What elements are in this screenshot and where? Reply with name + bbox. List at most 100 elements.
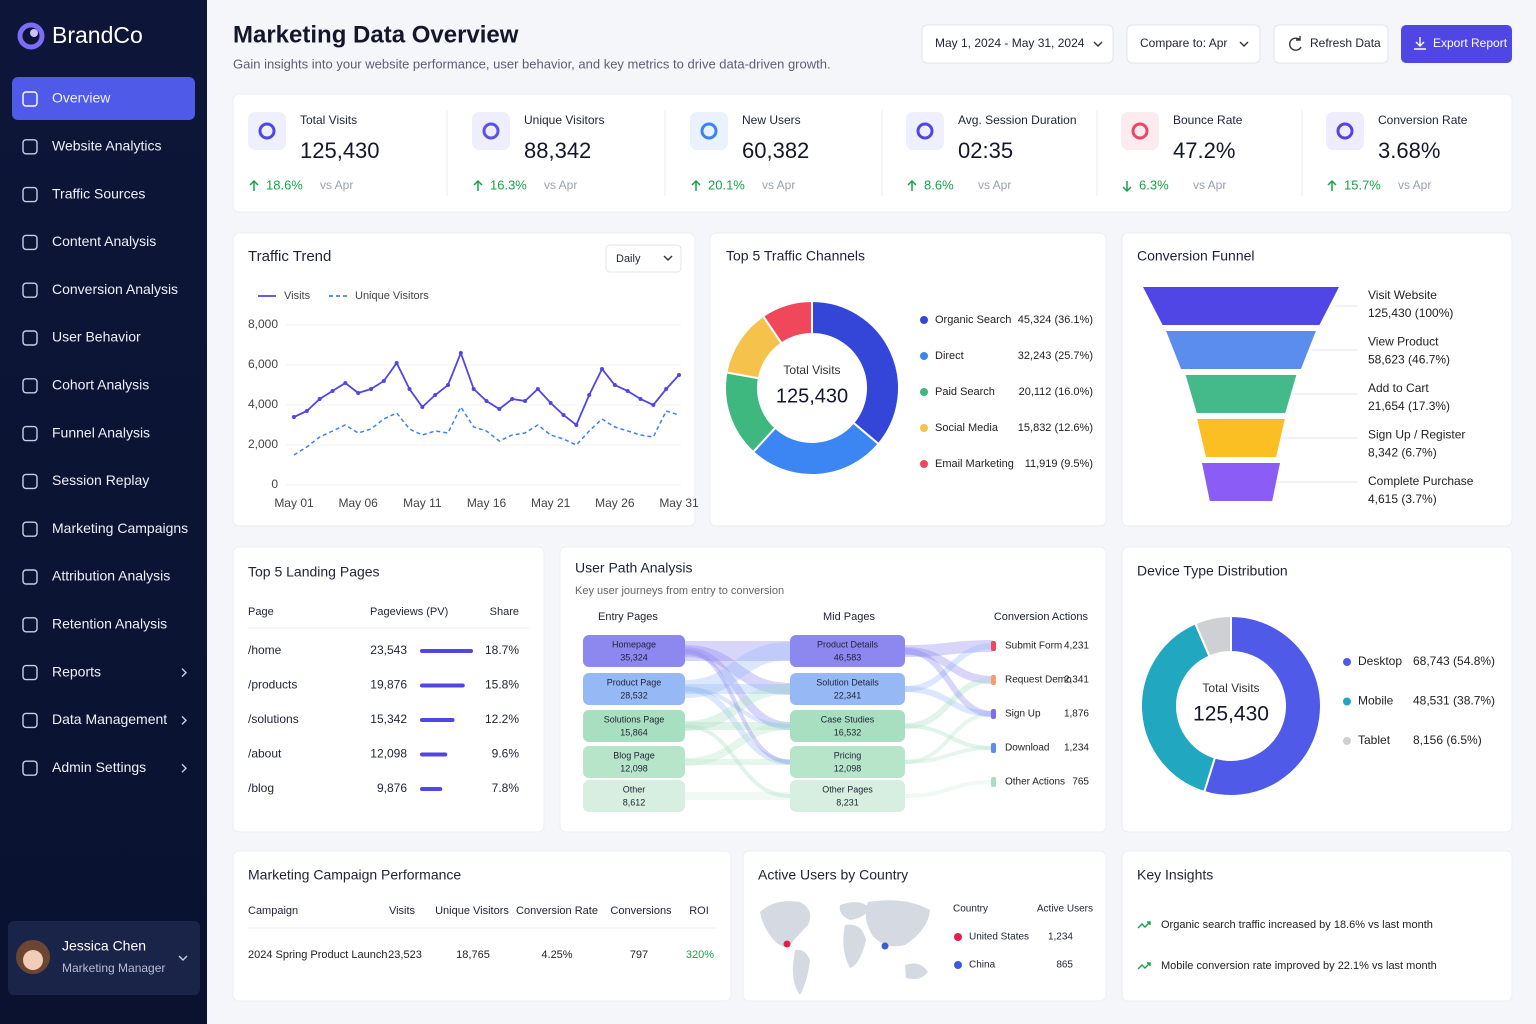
flow (904, 640, 994, 657)
legend-label: Unique Visitors (355, 290, 429, 302)
refresh-icon (1289, 36, 1302, 51)
nav-item[interactable]: Cohort Analysis (52, 377, 149, 393)
column-header: Active Users (1037, 904, 1093, 915)
point (548, 401, 553, 405)
nav-icon (22, 617, 38, 633)
user-card[interactable] (8, 921, 200, 995)
column-header: Conversions (610, 905, 672, 917)
nav-item[interactable]: Attribution Analysis (52, 568, 170, 584)
series-line (293, 405, 680, 456)
nav-item[interactable]: Conversion Analysis (52, 281, 178, 297)
traffic-channels-card (709, 232, 1107, 527)
funnel-label: View Product (1368, 335, 1439, 349)
kpi-change: 20.1% (708, 177, 745, 192)
point (587, 393, 592, 397)
kpi-compare: vs Apr (320, 178, 353, 192)
card-subtitle: Key user journeys from entry to conversi… (575, 585, 784, 597)
nav-active-bg[interactable] (12, 77, 195, 120)
point (420, 405, 425, 409)
cell: 4.25% (541, 949, 572, 961)
period[interactable]: Daily (616, 253, 641, 265)
refresh[interactable]: Refresh Data (1310, 36, 1381, 50)
pageviews: 15,342 (370, 712, 407, 726)
y-tick-label: 2,000 (248, 437, 278, 451)
insights-card (1121, 850, 1513, 1002)
brand-logo (17, 22, 45, 50)
x-tick-label: May 21 (531, 496, 571, 510)
page-path: /solutions (248, 712, 299, 726)
donut-center-label: Total Visits (783, 363, 840, 377)
path-node (790, 635, 905, 667)
legend-value: 15,832 (12.6%) (1018, 422, 1093, 434)
legend-label: Organic Search (935, 314, 1011, 326)
kpi-icon (1336, 122, 1354, 140)
kpi-label: Conversion Rate (1378, 113, 1468, 127)
nav-item[interactable]: Website Analytics (52, 138, 161, 154)
sidebar (0, 0, 207, 1024)
donut-segment (1140, 622, 1217, 794)
kpi-label: Avg. Session Duration (958, 113, 1077, 127)
flow (684, 722, 791, 766)
compare[interactable]: Compare to: Apr (1140, 36, 1227, 50)
nav-item[interactable]: Marketing Campaigns (52, 520, 188, 536)
cell: 23,523 (388, 949, 422, 961)
point (484, 399, 489, 403)
export[interactable]: Export Report (1433, 36, 1508, 50)
legend-dot (954, 961, 962, 969)
kpi-icon-bg (1121, 112, 1159, 150)
card-title: Traffic Trend (248, 248, 331, 265)
period-dropdown[interactable] (605, 244, 682, 273)
column-header: Visits (389, 905, 416, 917)
kpi-icon (700, 122, 718, 140)
action-label: Other Actions (1005, 777, 1065, 788)
nav-item[interactable]: Session Replay (52, 472, 149, 488)
nav-item[interactable]: Content Analysis (52, 233, 156, 249)
kpi-label: Total Visits (300, 113, 357, 127)
funnel-value: 4,615 (3.7%) (1368, 492, 1437, 506)
point (381, 379, 386, 383)
cell: 797 (630, 949, 648, 961)
flow (904, 712, 994, 764)
point (446, 383, 450, 387)
pageviews-bar (420, 649, 473, 653)
nav-item[interactable]: Overview (52, 90, 111, 106)
nav-icon (22, 664, 38, 681)
action-label: Sign Up (1005, 709, 1041, 720)
nav-item[interactable]: Retention Analysis (52, 616, 167, 632)
refresh-button[interactable] (1273, 24, 1389, 64)
date-range-button[interactable] (921, 24, 1114, 64)
nav-icon (22, 712, 38, 729)
flow (684, 686, 791, 765)
nav-item[interactable]: Reports (52, 663, 101, 679)
chevron-icon (663, 255, 673, 261)
cell: 18,765 (456, 949, 490, 961)
kpi-icon (482, 122, 500, 140)
funnel-stage (1197, 419, 1285, 457)
donut-center-value: 125,430 (776, 385, 848, 407)
legend-value: 32,243 (25.7%) (1018, 350, 1093, 362)
map-marker (783, 940, 791, 948)
nav-icon (22, 330, 38, 346)
cell: 320% (686, 949, 714, 961)
node-value: 15,864 (620, 727, 648, 737)
card-title: Conversion Funnel (1137, 248, 1255, 264)
compare-button[interactable] (1126, 24, 1261, 64)
share: 12.2% (485, 712, 519, 726)
y-tick-label: 4,000 (248, 397, 278, 411)
nav-item[interactable]: Funnel Analysis (52, 424, 150, 440)
donut-segment (1202, 614, 1322, 797)
nav-item[interactable]: Traffic Sources (52, 185, 145, 201)
y-tick-label: 8,000 (248, 317, 278, 331)
nav-item[interactable]: Admin Settings (52, 759, 146, 775)
nav-item[interactable]: User Behavior (52, 329, 141, 345)
point (600, 367, 604, 371)
page-path: /about (248, 747, 282, 761)
brand-name: BrandCo (52, 22, 143, 48)
point (638, 397, 643, 401)
pageviews-bar (420, 752, 448, 757)
export-button[interactable] (1401, 25, 1512, 63)
date-range[interactable]: May 1, 2024 - May 31, 2024 (935, 36, 1085, 50)
nav-item[interactable]: Data Management (52, 711, 167, 727)
flow (904, 746, 994, 764)
kpi-value: 02:35 (958, 138, 1013, 163)
